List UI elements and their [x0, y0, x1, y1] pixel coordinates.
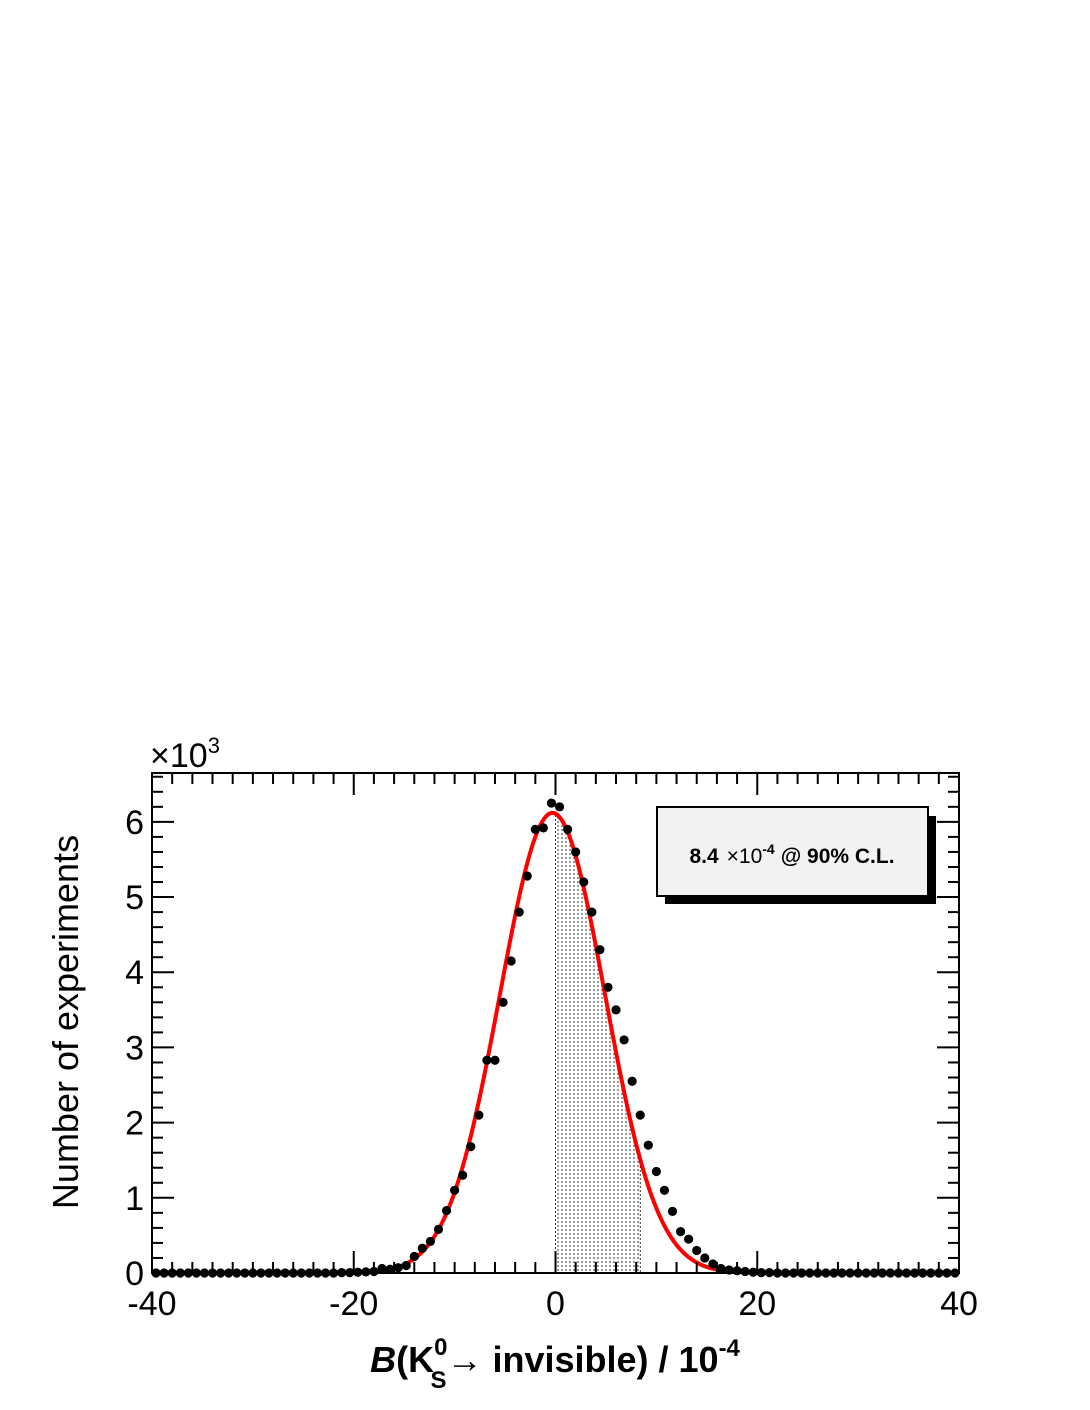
y-multiplier-label: ×10	[150, 737, 208, 775]
x-axis-title-open: (K	[396, 1339, 434, 1380]
annotation-times: ×10	[727, 845, 763, 868]
data-point	[361, 1267, 371, 1277]
data-point	[482, 1055, 492, 1065]
data-point	[684, 1234, 694, 1244]
y-tick-label: 2	[125, 1105, 144, 1143]
data-point	[385, 1264, 395, 1274]
data-point	[659, 1185, 670, 1195]
data-point	[450, 1185, 460, 1195]
x-axis-title-sub: S	[430, 1367, 446, 1394]
data-point	[571, 847, 581, 857]
y-multiplier-exp: 3	[208, 733, 220, 758]
data-point	[716, 1263, 726, 1274]
x-tick-label: -20	[329, 1285, 378, 1323]
data-point	[538, 823, 548, 833]
x-tick-label: -40	[127, 1285, 176, 1323]
axes: -40 -20 0 20 40 0 1 2 3 4 5 6	[125, 772, 978, 1323]
x-tick-label: 0	[546, 1285, 565, 1323]
y-tick-label: 4	[125, 954, 144, 992]
shaded-region	[555, 812, 641, 1274]
data-point	[587, 907, 597, 917]
x-axis-title-sup: 0	[434, 1334, 447, 1361]
y-tick-label: 5	[125, 879, 144, 917]
data-point	[377, 1263, 387, 1274]
shaded-area	[555, 812, 641, 1274]
x-axis-title: B(K0 S→ invisible) / 10-4	[370, 1334, 740, 1394]
data-point	[554, 802, 565, 812]
data-point	[627, 1076, 637, 1086]
x-axis-title-prefix: B	[370, 1339, 396, 1380]
x-axis-title-rest: → invisible) / 10	[446, 1339, 718, 1380]
data-point	[417, 1243, 427, 1253]
data-point	[595, 945, 605, 955]
data-point	[466, 1142, 476, 1152]
annotation-frame	[656, 806, 929, 897]
data-point	[409, 1251, 419, 1262]
data-point	[635, 1110, 645, 1120]
data-point	[514, 907, 524, 917]
x-axis-title-exp: -4	[719, 1335, 741, 1362]
data-point	[643, 1140, 653, 1150]
data-point	[458, 1170, 468, 1180]
data-point	[700, 1253, 710, 1263]
data-point	[651, 1166, 661, 1177]
data-point	[603, 982, 613, 992]
y-tick-label: 0	[125, 1255, 144, 1293]
data-point	[579, 877, 589, 887]
x-tick-label: 20	[738, 1285, 776, 1323]
data-point	[433, 1224, 444, 1234]
data-point	[530, 824, 540, 834]
y-axis-title: Number of experiments	[45, 835, 86, 1209]
y-tick-label: 3	[125, 1029, 144, 1067]
y-multiplier: ×103	[150, 733, 220, 775]
data-point	[675, 1227, 686, 1237]
annotation-suffix: @ 90% C.L.	[781, 845, 895, 868]
data-point	[546, 798, 557, 808]
data-point	[740, 1266, 750, 1277]
annotation-exp: -4	[762, 841, 775, 857]
data-point	[522, 871, 532, 881]
annotation-text: 8.4 ×10-4 @ 90% C.L.	[689, 841, 894, 868]
data-point	[401, 1260, 411, 1271]
data-point	[441, 1205, 452, 1216]
data-point	[667, 1206, 678, 1216]
data-point	[563, 824, 573, 834]
y-tick-label: 1	[125, 1180, 144, 1218]
data-point	[708, 1259, 718, 1269]
data-point	[498, 997, 508, 1007]
data-point	[611, 1005, 621, 1015]
x-tick-label: 40	[940, 1285, 978, 1323]
annotation-value: 8.4	[689, 845, 719, 868]
data-point	[506, 956, 516, 966]
data-point	[619, 1035, 629, 1045]
data-point	[393, 1263, 403, 1273]
y-tick-label: 6	[125, 804, 144, 842]
data-point	[490, 1055, 500, 1065]
data-point	[692, 1245, 702, 1256]
data-point	[425, 1236, 436, 1247]
annotation-box: 8.4 ×10-4 @ 90% C.L.	[656, 806, 936, 904]
data-point	[474, 1110, 484, 1120]
